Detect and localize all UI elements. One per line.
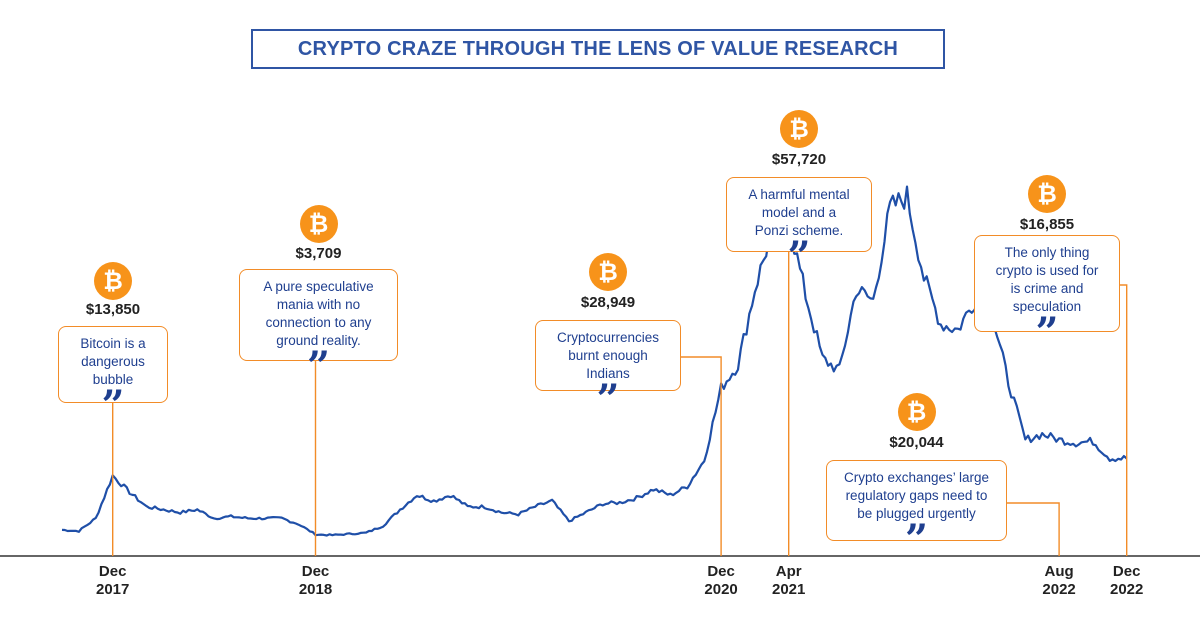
x-tick-label: Aug 2022: [1019, 563, 1099, 599]
price-series-line: [61, 185, 1128, 537]
quote-callout: Bitcoin is a dangerous bubble”: [58, 326, 168, 426]
bitcoin-icon: ₿: [1028, 175, 1066, 213]
quote-text: mania with no: [276, 297, 361, 312]
x-tick-label: Dec 2022: [1087, 563, 1167, 599]
quote-icon: ”: [787, 233, 811, 280]
quote-icon: ”: [596, 376, 620, 423]
x-tick-year: 2022: [1042, 581, 1076, 598]
quote-text: A harmful mental: [748, 187, 850, 202]
x-tick-year: 2020: [704, 581, 738, 598]
bitcoin-icon: ₿: [94, 262, 132, 300]
chart-title: CRYPTO CRAZE THROUGH THE LENS OF VALUE R…: [251, 29, 945, 69]
bitcoin-icon: ₿: [897, 393, 936, 431]
quote-icon: ”: [101, 382, 125, 429]
x-tick-month: Dec: [301, 563, 330, 580]
quote-callout: Cryptocurrencies burnt enough Indians”: [535, 320, 681, 420]
quote-text: is crime and: [1010, 281, 1084, 296]
x-tick-month: Dec: [1112, 563, 1141, 580]
bitcoin-icon: ₿: [299, 205, 338, 243]
x-tick-month: Dec: [98, 563, 127, 580]
quote-text: dangerous: [81, 354, 145, 369]
quote-text: ground reality.: [276, 333, 361, 348]
x-tick-label: Dec 2017: [73, 563, 153, 599]
x-tick-month: Aug: [1044, 563, 1074, 580]
quote-icon: ”: [1035, 309, 1059, 356]
bitcoin-icon: ₿: [589, 253, 627, 291]
quote-text: Bitcoin is a: [80, 336, 146, 351]
price-label: $13,850: [85, 301, 141, 318]
quote-text: crypto is used for: [995, 263, 1099, 278]
quote-text: bubble: [92, 372, 134, 387]
x-tick-year: 2022: [1110, 581, 1144, 598]
x-tick-year: 2017: [96, 581, 130, 598]
quote-text: The only thing: [1004, 245, 1090, 260]
quote-text: Cryptocurrencies: [556, 330, 660, 345]
quote-text: speculation: [1012, 299, 1082, 314]
quote-text: Crypto exchanges’ large: [843, 470, 990, 485]
connector-line: [681, 356, 722, 556]
x-tick-year: 2018: [298, 581, 333, 598]
quote-icon: ”: [306, 343, 330, 390]
x-tick-month: Apr: [775, 563, 802, 580]
bitcoin-icon: ₿: [780, 110, 818, 148]
connector-line: [1007, 502, 1060, 556]
price-label: $16,855: [1019, 216, 1075, 233]
quote-callout: A pure speculative mania with no connectio…: [239, 269, 398, 387]
x-tick-label: Dec 2020: [681, 563, 761, 599]
price-label: $3,709: [295, 245, 342, 262]
quote-text: Ponzi scheme.: [754, 223, 844, 238]
x-tick-year: 2021: [772, 581, 806, 598]
quote-text: A pure speculative: [263, 279, 374, 294]
quote-text: connection to any: [265, 315, 372, 330]
x-tick-label: Apr 2021: [749, 563, 829, 599]
quote-text: regulatory gaps need to: [845, 488, 988, 503]
connector-line: [1120, 284, 1128, 556]
price-label: $28,949: [580, 294, 636, 311]
quote-callout: The only thing crypto is used for is crime…: [974, 235, 1120, 353]
price-label: $20,044: [889, 434, 944, 451]
x-tick-month: Dec: [707, 563, 735, 580]
quote-icon: ”: [904, 516, 928, 563]
price-label: $57,720: [771, 151, 827, 168]
x-tick-label: Dec 2018: [276, 563, 356, 599]
quote-text: model and a: [761, 205, 837, 220]
quote-text: be plugged urgently: [857, 506, 976, 521]
quote-callout: Crypto exchanges’ large regulatory gaps n…: [826, 460, 1007, 560]
quote-text: burnt enough: [568, 348, 648, 363]
quote-callout: A harmful mental model and a Ponzi scheme.…: [726, 177, 872, 277]
quote-text: Indians: [586, 366, 630, 381]
